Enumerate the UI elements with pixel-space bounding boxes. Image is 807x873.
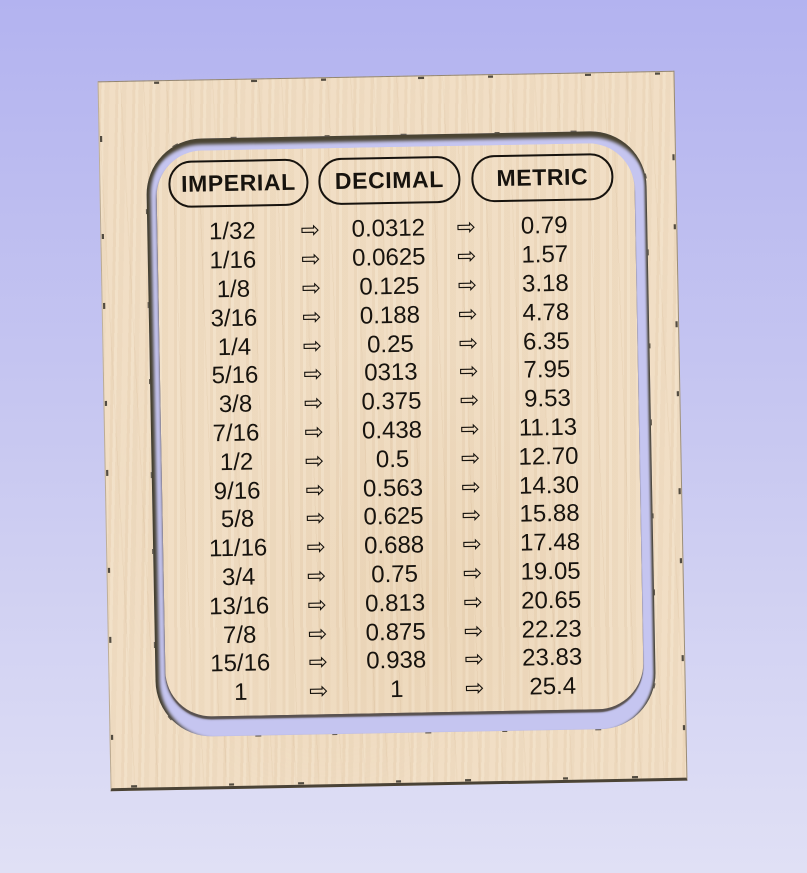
right-arrow-icon: ⇨ xyxy=(300,217,321,245)
imperial-value: 9/16 xyxy=(213,476,261,505)
decimal-value: 0.625 xyxy=(363,502,424,531)
metric-value: 14.30 xyxy=(518,471,580,500)
header-pill-metric: METRIC xyxy=(470,152,614,203)
right-arrow-icon: ⇨ xyxy=(459,387,480,414)
imperial-value: 3/8 xyxy=(218,390,253,419)
metric-value: 0.79 xyxy=(520,212,568,241)
decimal-value: 0.25 xyxy=(366,330,415,359)
imperial-value: 1/8 xyxy=(216,275,251,304)
imperial-value: 7/8 xyxy=(222,621,257,649)
right-arrow-icon: ⇨ xyxy=(460,416,480,443)
decimal-value: 0.125 xyxy=(359,272,420,301)
right-arrow-icon: ⇨ xyxy=(464,675,485,702)
decimal-value: 0.188 xyxy=(359,301,421,330)
decimal-value: 0.563 xyxy=(362,474,424,503)
right-arrow-icon: ⇨ xyxy=(304,448,325,475)
right-arrow-icon: ⇨ xyxy=(458,329,479,357)
right-arrow-icon: ⇨ xyxy=(303,390,324,417)
imperial-value: 3/4 xyxy=(221,563,256,592)
conversion-table: 1/32 ⇨ 0.0312 ⇨ 0.79 1/16 ⇨ 0.0625 ⇨ 1.5… xyxy=(193,211,594,708)
right-arrow-icon: ⇨ xyxy=(300,246,321,273)
metric-value: 15.88 xyxy=(519,499,580,529)
right-arrow-icon: ⇨ xyxy=(305,476,325,504)
right-arrow-icon: ⇨ xyxy=(462,531,482,558)
imperial-value: 5/16 xyxy=(211,361,259,390)
imperial-value: 13/16 xyxy=(208,592,270,621)
metric-value: 25.4 xyxy=(529,672,577,701)
right-arrow-icon: ⇨ xyxy=(461,502,482,530)
header-pill-decimal: DECIMAL xyxy=(317,155,461,206)
right-arrow-icon: ⇨ xyxy=(464,646,485,674)
imperial-value: 1 xyxy=(233,678,248,707)
right-arrow-icon: ⇨ xyxy=(302,304,322,331)
right-arrow-icon: ⇨ xyxy=(306,563,327,590)
metric-value: 1.57 xyxy=(521,240,569,269)
right-arrow-icon: ⇨ xyxy=(460,445,481,472)
cutout-channel: IMPERIAL DECIMAL METRIC 1/32 ⇨ 0.0312 ⇨ … xyxy=(145,130,657,738)
decimal-value: 0.438 xyxy=(361,416,423,445)
decimal-value: 1 xyxy=(389,675,404,704)
right-arrow-icon: ⇨ xyxy=(457,301,478,328)
header-pill-imperial: IMPERIAL xyxy=(168,158,309,209)
imperial-value: 1/2 xyxy=(219,448,254,476)
decimal-value: 0.688 xyxy=(363,531,425,560)
right-arrow-icon: ⇨ xyxy=(304,419,324,446)
right-arrow-icon: ⇨ xyxy=(463,617,484,645)
imperial-value: 1/32 xyxy=(208,217,256,246)
right-arrow-icon: ⇨ xyxy=(306,534,327,561)
decimal-value: 0.875 xyxy=(365,617,426,647)
decimal-value: 0.5 xyxy=(375,445,410,474)
right-arrow-icon: ⇨ xyxy=(305,505,326,532)
decimal-value: 0.375 xyxy=(361,387,422,416)
imperial-value: 3/16 xyxy=(210,304,258,333)
imperial-value: 5/8 xyxy=(220,505,255,534)
wood-board: IMPERIAL DECIMAL METRIC 1/32 ⇨ 0.0312 ⇨ … xyxy=(97,70,688,792)
decimal-value: 0.938 xyxy=(365,646,427,675)
decimal-value: 0.75 xyxy=(371,560,419,589)
right-arrow-icon: ⇨ xyxy=(456,214,477,242)
imperial-value: 1/4 xyxy=(217,333,252,361)
right-arrow-icon: ⇨ xyxy=(307,620,328,648)
right-arrow-icon: ⇨ xyxy=(301,275,322,302)
metric-value: 4.78 xyxy=(522,298,570,327)
right-arrow-icon: ⇨ xyxy=(456,243,477,270)
metric-value: 19.05 xyxy=(520,557,581,586)
metric-value: 17.48 xyxy=(519,528,581,557)
right-arrow-icon: ⇨ xyxy=(457,272,478,299)
imperial-value: 15/16 xyxy=(209,649,271,678)
decimal-value: 0313 xyxy=(363,358,418,387)
metric-value: 11.13 xyxy=(518,413,578,442)
imperial-value: 7/16 xyxy=(212,419,260,448)
decimal-value: 0.0312 xyxy=(351,214,426,244)
right-arrow-icon: ⇨ xyxy=(459,358,479,386)
decimal-value: 0.813 xyxy=(364,589,426,618)
right-arrow-icon: ⇨ xyxy=(302,332,323,360)
imperial-value: 1/16 xyxy=(209,246,257,275)
metric-value: 20.65 xyxy=(520,586,582,615)
metric-value: 23.83 xyxy=(521,643,583,673)
right-arrow-icon: ⇨ xyxy=(303,361,323,388)
right-arrow-icon: ⇨ xyxy=(308,678,329,705)
decimal-value: 0.0625 xyxy=(351,243,426,272)
right-arrow-icon: ⇨ xyxy=(461,473,481,501)
metric-value: 22.23 xyxy=(521,615,582,644)
metric-value: 3.18 xyxy=(521,269,569,298)
right-arrow-icon: ⇨ xyxy=(463,589,484,616)
metric-value: 6.35 xyxy=(522,327,570,356)
metric-value: 12.70 xyxy=(518,442,579,471)
imperial-value: 11/16 xyxy=(208,534,268,563)
right-arrow-icon: ⇨ xyxy=(462,560,483,587)
right-arrow-icon: ⇨ xyxy=(307,591,328,619)
sign-panel: IMPERIAL DECIMAL METRIC 1/32 ⇨ 0.0312 ⇨ … xyxy=(155,142,645,718)
metric-value: 7.95 xyxy=(523,356,571,384)
metric-value: 9.53 xyxy=(523,384,572,413)
right-arrow-icon: ⇨ xyxy=(308,649,329,676)
